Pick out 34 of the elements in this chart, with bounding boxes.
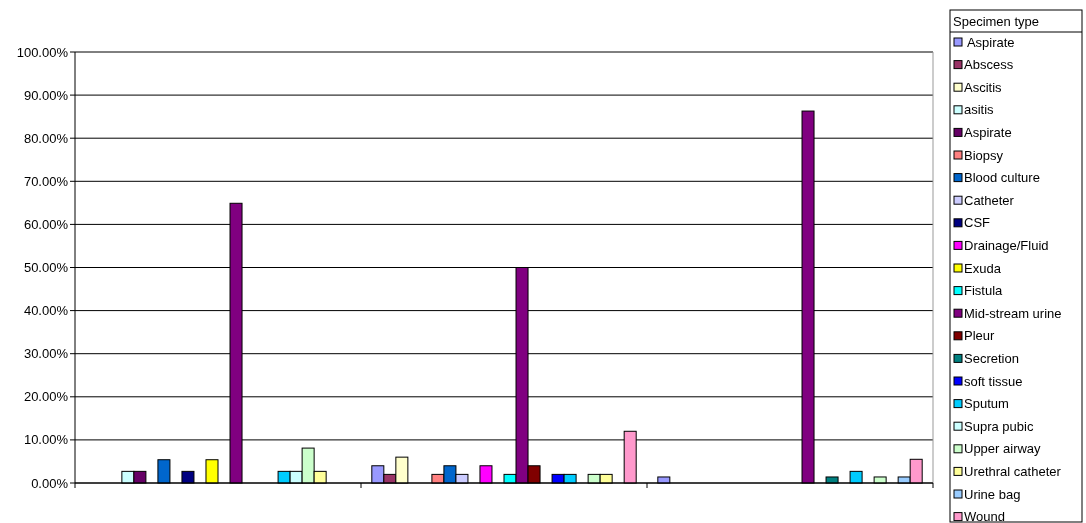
y-tick-label: 50.00%	[23, 260, 69, 276]
y-tick-label: 80.00%	[23, 130, 69, 146]
legend-label: Mid-stream urine	[964, 305, 1062, 321]
legend-label: Supra pubic	[964, 418, 1034, 434]
legend-label: Sputum	[964, 396, 1009, 412]
legend-label: asitis	[964, 102, 995, 118]
legend-label: Catheter	[964, 192, 1015, 208]
y-tick-label: 70.00%	[23, 173, 69, 189]
legend-label: soft tissue	[964, 373, 1023, 389]
legend-title: Specimen type	[953, 14, 1039, 29]
legend-label: Aspirate	[964, 124, 1012, 140]
y-tick-label: 30.00%	[23, 346, 69, 362]
legend-label: Wound	[964, 509, 1005, 523]
legend-label: Ascitis	[964, 79, 1003, 95]
legend-label: Aspirate	[964, 34, 1015, 50]
legend-label: Blood culture	[964, 170, 1040, 186]
legend-label: Secretion	[964, 350, 1019, 366]
y-tick-label: 20.00%	[23, 389, 69, 405]
y-tick-label: 10.00%	[23, 432, 69, 448]
y-tick-label: 40.00%	[23, 303, 69, 319]
legend-label: Urine bag	[964, 486, 1021, 502]
legend-label: Exuda	[964, 260, 1002, 276]
legend-label: Abscess	[964, 57, 1014, 73]
y-tick-label: 90.00%	[23, 87, 69, 103]
y-tick-label: 60.00%	[23, 216, 69, 232]
legend-label: Pleur	[964, 328, 996, 344]
legend-label: Drainage/Fluid	[964, 237, 1049, 253]
legend-label: Urethral catheter	[964, 463, 1062, 479]
y-tick-label: 0.00%	[31, 475, 69, 491]
legend-label: Upper airway	[964, 441, 1042, 457]
legend-label: Biopsy	[964, 147, 1004, 163]
legend-label: Fistula	[964, 283, 1004, 299]
y-tick-label: 100.00%	[16, 44, 69, 60]
legend-label: CSF	[964, 215, 991, 231]
